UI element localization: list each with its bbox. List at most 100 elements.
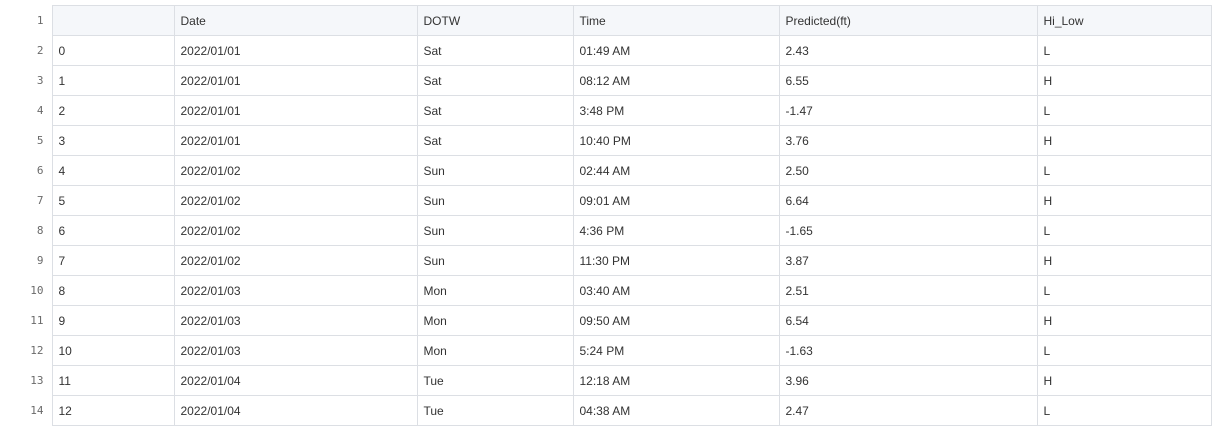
cell-date[interactable]: 2022/01/01 <box>173 95 418 126</box>
header-row: 1 Date DOTW Time Predicted(ft) Hi_Low <box>0 5 1212 36</box>
cell-time[interactable]: 4:36 PM <box>572 215 780 246</box>
cell-index[interactable]: 5 <box>51 185 175 216</box>
cell-predicted[interactable]: 6.55 <box>778 65 1038 96</box>
table-row: 12 10 2022/01/03 Mon 5:24 PM -1.63 L <box>0 335 1212 366</box>
cell-predicted[interactable]: 2.47 <box>778 395 1038 426</box>
cell-hi-low[interactable]: L <box>1036 335 1212 366</box>
cell-predicted[interactable]: 3.76 <box>778 125 1038 156</box>
cell-index[interactable]: 9 <box>51 305 175 336</box>
cell-hi-low[interactable]: L <box>1036 275 1212 306</box>
cell-hi-low[interactable]: H <box>1036 65 1212 96</box>
table-row: 10 8 2022/01/03 Mon 03:40 AM 2.51 L <box>0 275 1212 306</box>
cell-index[interactable]: 6 <box>51 215 175 246</box>
table-row: 5 3 2022/01/01 Sat 10:40 PM 3.76 H <box>0 125 1212 156</box>
table-row: 14 12 2022/01/04 Tue 04:38 AM 2.47 L <box>0 395 1212 426</box>
cell-time[interactable]: 09:50 AM <box>572 305 780 336</box>
cell-hi-low[interactable]: H <box>1036 245 1212 276</box>
column-header-index[interactable] <box>51 5 175 36</box>
cell-index[interactable]: 12 <box>51 395 175 426</box>
cell-index[interactable]: 10 <box>51 335 175 366</box>
cell-index[interactable]: 4 <box>51 155 175 186</box>
cell-index[interactable]: 2 <box>51 95 175 126</box>
cell-time[interactable]: 03:40 AM <box>572 275 780 306</box>
cell-date[interactable]: 2022/01/03 <box>173 335 418 366</box>
cell-dotw[interactable]: Mon <box>416 305 574 336</box>
line-number: 1 <box>0 5 52 36</box>
cell-predicted[interactable]: 6.64 <box>778 185 1038 216</box>
cell-predicted[interactable]: 3.87 <box>778 245 1038 276</box>
cell-time[interactable]: 3:48 PM <box>572 95 780 126</box>
cell-predicted[interactable]: 3.96 <box>778 365 1038 396</box>
cell-predicted[interactable]: 2.51 <box>778 275 1038 306</box>
cell-dotw[interactable]: Mon <box>416 275 574 306</box>
cell-hi-low[interactable]: H <box>1036 365 1212 396</box>
cell-date[interactable]: 2022/01/02 <box>173 245 418 276</box>
line-number: 10 <box>0 275 52 306</box>
cell-hi-low[interactable]: L <box>1036 95 1212 126</box>
cell-time[interactable]: 12:18 AM <box>572 365 780 396</box>
cell-time[interactable]: 08:12 AM <box>572 65 780 96</box>
table-row: 6 4 2022/01/02 Sun 02:44 AM 2.50 L <box>0 155 1212 186</box>
cell-time[interactable]: 02:44 AM <box>572 155 780 186</box>
column-header-date[interactable]: Date <box>173 5 418 36</box>
cell-time[interactable]: 04:38 AM <box>572 395 780 426</box>
cell-dotw[interactable]: Sat <box>416 35 574 66</box>
cell-dotw[interactable]: Sat <box>416 95 574 126</box>
line-number: 2 <box>0 35 52 66</box>
cell-index[interactable]: 3 <box>51 125 175 156</box>
cell-date[interactable]: 2022/01/04 <box>173 395 418 426</box>
cell-dotw[interactable]: Sun <box>416 185 574 216</box>
cell-predicted[interactable]: 2.43 <box>778 35 1038 66</box>
cell-index[interactable]: 8 <box>51 275 175 306</box>
column-header-hi-low[interactable]: Hi_Low <box>1036 5 1212 36</box>
cell-index[interactable]: 7 <box>51 245 175 276</box>
cell-dotw[interactable]: Tue <box>416 395 574 426</box>
cell-date[interactable]: 2022/01/01 <box>173 35 418 66</box>
column-header-time[interactable]: Time <box>572 5 780 36</box>
cell-predicted[interactable]: 2.50 <box>778 155 1038 186</box>
cell-date[interactable]: 2022/01/01 <box>173 65 418 96</box>
cell-hi-low[interactable]: L <box>1036 35 1212 66</box>
cell-hi-low[interactable]: H <box>1036 125 1212 156</box>
cell-index[interactable]: 1 <box>51 65 175 96</box>
cell-predicted[interactable]: 6.54 <box>778 305 1038 336</box>
cell-dotw[interactable]: Sat <box>416 65 574 96</box>
cell-date[interactable]: 2022/01/01 <box>173 125 418 156</box>
cell-dotw[interactable]: Mon <box>416 335 574 366</box>
cell-date[interactable]: 2022/01/02 <box>173 185 418 216</box>
column-header-predicted[interactable]: Predicted(ft) <box>778 5 1038 36</box>
table-row: 3 1 2022/01/01 Sat 08:12 AM 6.55 H <box>0 65 1212 96</box>
cell-predicted[interactable]: -1.63 <box>778 335 1038 366</box>
cell-dotw[interactable]: Tue <box>416 365 574 396</box>
cell-date[interactable]: 2022/01/02 <box>173 155 418 186</box>
cell-time[interactable]: 10:40 PM <box>572 125 780 156</box>
cell-hi-low[interactable]: H <box>1036 185 1212 216</box>
cell-index[interactable]: 0 <box>51 35 175 66</box>
cell-time[interactable]: 5:24 PM <box>572 335 780 366</box>
cell-date[interactable]: 2022/01/03 <box>173 275 418 306</box>
line-number: 12 <box>0 335 52 366</box>
cell-dotw[interactable]: Sun <box>416 155 574 186</box>
cell-time[interactable]: 11:30 PM <box>572 245 780 276</box>
cell-time[interactable]: 01:49 AM <box>572 35 780 66</box>
cell-predicted[interactable]: -1.65 <box>778 215 1038 246</box>
cell-dotw[interactable]: Sun <box>416 215 574 246</box>
line-number: 6 <box>0 155 52 186</box>
cell-hi-low[interactable]: L <box>1036 215 1212 246</box>
table-row: 2 0 2022/01/01 Sat 01:49 AM 2.43 L <box>0 35 1212 66</box>
cell-dotw[interactable]: Sun <box>416 245 574 276</box>
line-number: 4 <box>0 95 52 126</box>
cell-index[interactable]: 11 <box>51 365 175 396</box>
cell-predicted[interactable]: -1.47 <box>778 95 1038 126</box>
cell-date[interactable]: 2022/01/02 <box>173 215 418 246</box>
cell-hi-low[interactable]: L <box>1036 155 1212 186</box>
cell-dotw[interactable]: Sat <box>416 125 574 156</box>
cell-date[interactable]: 2022/01/03 <box>173 305 418 336</box>
cell-time[interactable]: 09:01 AM <box>572 185 780 216</box>
cell-date[interactable]: 2022/01/04 <box>173 365 418 396</box>
table-row: 4 2 2022/01/01 Sat 3:48 PM -1.47 L <box>0 95 1212 126</box>
column-header-dotw[interactable]: DOTW <box>416 5 574 36</box>
cell-hi-low[interactable]: H <box>1036 305 1212 336</box>
cell-hi-low[interactable]: L <box>1036 395 1212 426</box>
